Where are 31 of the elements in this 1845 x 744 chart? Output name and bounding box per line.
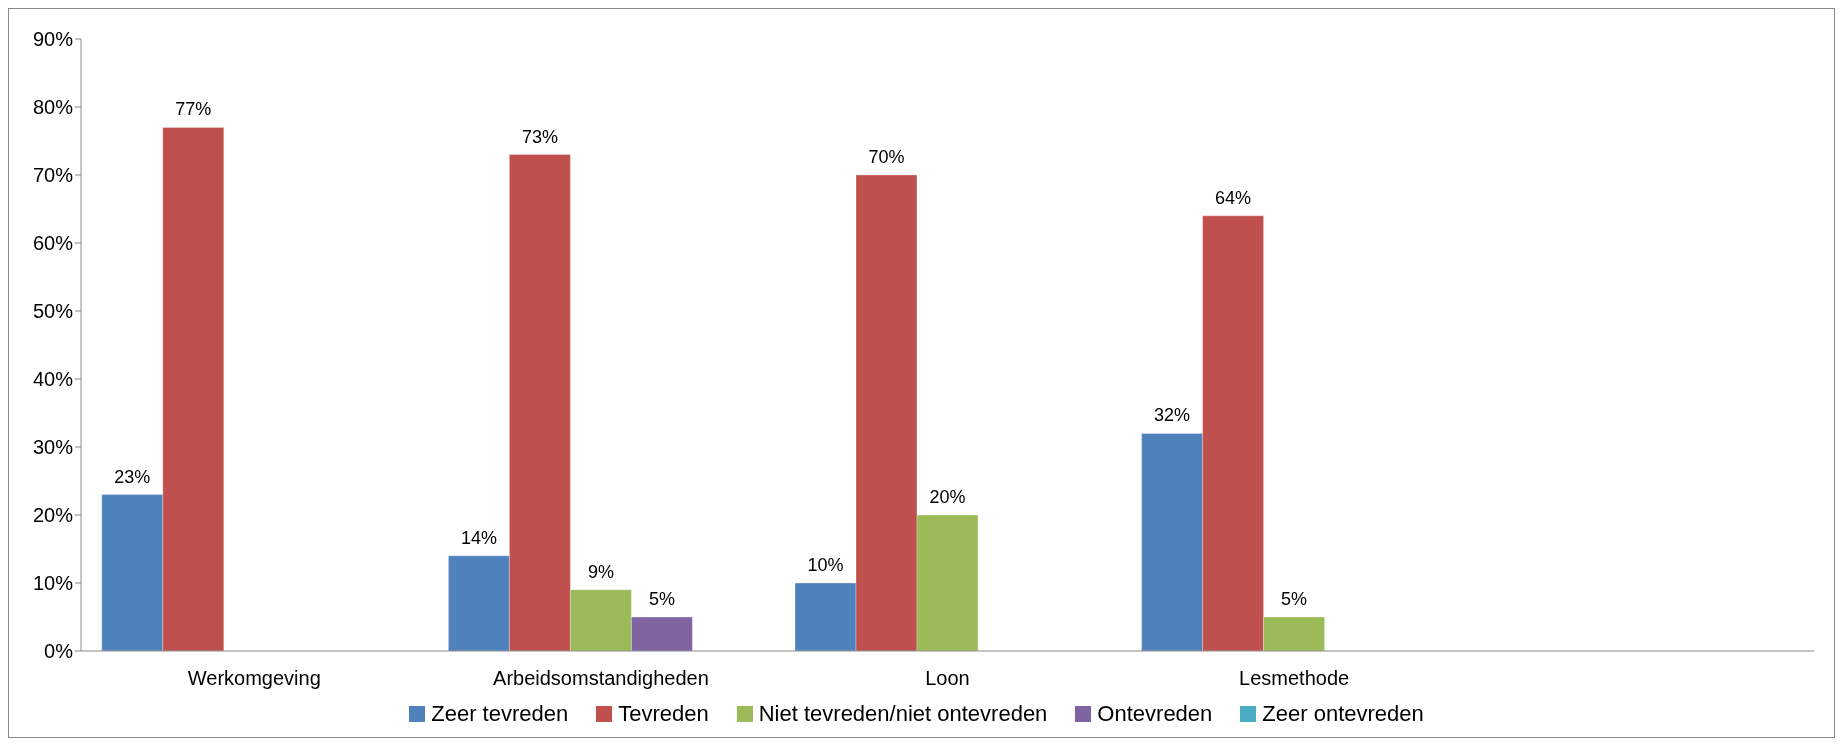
x-tick-label: Lesmethode xyxy=(1239,667,1350,690)
data-label: 70% xyxy=(868,147,905,167)
data-label: 23% xyxy=(114,466,151,487)
y-tick-label: 50% xyxy=(32,300,74,323)
x-tick-label: Loon xyxy=(925,667,970,690)
data-label: 5% xyxy=(1281,589,1308,609)
data-label: 5% xyxy=(648,589,675,609)
data-label: 14% xyxy=(460,527,497,548)
x-tick-label: Arbeidsomstandigheden xyxy=(493,667,709,690)
y-tick-label: 10% xyxy=(32,572,74,595)
y-tick-label: 20% xyxy=(32,504,74,527)
y-tick-label: 40% xyxy=(32,368,74,391)
data-label: 77% xyxy=(175,99,212,120)
data-label: 9% xyxy=(587,561,614,582)
x-tick-label: Werkomgeving xyxy=(187,667,321,690)
legend-label: Tevreden xyxy=(618,701,709,727)
y-tick-label: 60% xyxy=(32,232,74,255)
data-label: 32% xyxy=(1154,405,1191,426)
y-tick-label: 90% xyxy=(32,28,74,51)
data-label: 73% xyxy=(521,126,558,147)
data-label: 20% xyxy=(929,487,966,507)
y-tick-label: 80% xyxy=(32,96,74,119)
legend-label: Niet tevreden/niet ontevreden xyxy=(758,701,1048,727)
y-tick-label: 70% xyxy=(32,164,74,187)
legend-label: Zeer ontevreden xyxy=(1262,701,1424,727)
data-label: 10% xyxy=(807,555,844,575)
y-tick-label: 30% xyxy=(32,436,74,459)
legend-label: Ontevreden xyxy=(1097,701,1213,727)
legend-label: Zeer tevreden xyxy=(431,701,569,727)
y-tick-label: 0% xyxy=(44,640,74,663)
data-label: 64% xyxy=(1215,187,1252,208)
